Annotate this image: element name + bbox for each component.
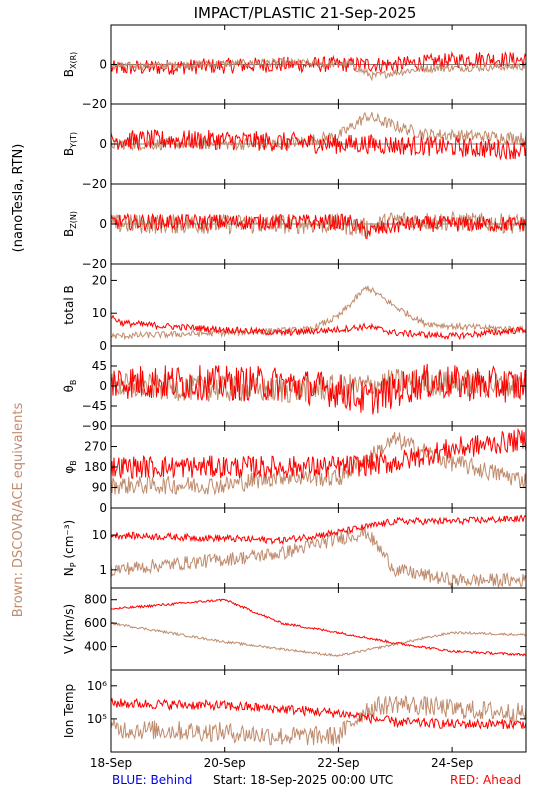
x-tick-label: 24-Sep: [431, 756, 473, 770]
series-bx-brown: [110, 57, 527, 82]
x-tick-label: 22-Sep: [317, 756, 359, 770]
footer-start-label: Start: 18-Sep-2025 00:00 UTC: [213, 773, 394, 787]
y-tick-label: −45: [82, 399, 107, 413]
panel-np: 10 1 NP (cm⁻³): [62, 507, 527, 589]
y-tick-label: 0: [99, 501, 107, 515]
series-bt-red: [110, 314, 527, 341]
panel-bz: 0 −20 BZ(N): [62, 183, 527, 271]
series-theta-brown: [110, 368, 527, 403]
y-axis-label: total B: [62, 285, 76, 325]
series-v-brown: [110, 621, 527, 658]
y-axis-label: Ion Temp: [62, 684, 76, 738]
units-label: (nanoTesla, RTN): [11, 144, 26, 253]
series-bz-red: [110, 212, 527, 240]
series-phi-brown: [110, 431, 527, 496]
footer-ahead-label: RED: Ahead: [450, 773, 522, 787]
y-tick-label: 45: [92, 359, 107, 373]
series-np-brown: [110, 525, 527, 589]
panel-theta: 45 0 −45 −90 θB: [62, 345, 527, 433]
y-tick-label: −20: [82, 97, 107, 111]
y-tick-label: 0: [99, 58, 107, 72]
y-tick-label: 90: [92, 481, 107, 495]
y-tick-label: 0: [99, 339, 107, 353]
y-tick-label: 10⁶: [87, 679, 107, 693]
panel-bx: 0 −20 BX(R): [62, 24, 527, 111]
y-axis-label: θB: [62, 380, 78, 393]
y-tick-label: −20: [82, 257, 107, 271]
series-temp-brown: [110, 694, 527, 746]
y-axis-label: BY(T): [62, 132, 78, 156]
x-axis: 18-Sep 20-Sep 22-Sep 24-Sep: [90, 756, 473, 770]
y-tick-label: 0: [99, 379, 107, 393]
series-theta-red: [110, 363, 527, 415]
y-tick-label: −20: [82, 177, 107, 191]
y-tick-label: 1: [99, 563, 107, 577]
series-by-brown: [110, 111, 527, 152]
y-tick-label: 10: [92, 528, 107, 542]
y-axis-label: V (km/s): [62, 604, 76, 654]
brown-legend-label: Brown: DSCOVR/ACE equivalents: [11, 403, 26, 618]
y-axis-label: NP (cm⁻³): [62, 520, 78, 576]
chart-title: IMPACT/PLASTIC 21-Sep-2025: [194, 4, 417, 22]
footer-behind-label: BLUE: Behind: [112, 773, 193, 787]
y-tick-label: 800: [84, 593, 107, 607]
panel-frame: [110, 669, 527, 753]
x-tick-label: 20-Sep: [204, 756, 246, 770]
x-tick-label: 18-Sep: [90, 756, 132, 770]
y-tick-label: 10: [92, 306, 107, 320]
y-tick-label: 180: [84, 460, 107, 474]
y-tick-label: 0: [99, 137, 107, 151]
panel-bt: 20 10 0 total B: [62, 263, 527, 353]
panel-temp: 10⁶ 10⁵ Ion Temp: [62, 669, 527, 753]
y-axis-label: BX(R): [62, 52, 78, 78]
y-tick-label: 10⁵: [87, 712, 107, 726]
y-tick-label: 270: [84, 440, 107, 454]
y-axis-label: BZ(N): [62, 211, 78, 237]
y-tick-label: −90: [82, 419, 107, 433]
series-v-red: [110, 598, 527, 657]
y-tick-label: 0: [99, 217, 107, 231]
series-bx-red: [110, 50, 527, 75]
series-phi-red: [110, 427, 527, 480]
series-np-red: [110, 514, 527, 546]
y-tick-label: 400: [84, 640, 107, 654]
series-by-red: [110, 129, 527, 161]
panel-by: 0 −20 BY(T): [62, 103, 527, 191]
y-axis-label: φB: [62, 460, 78, 473]
panel-phi: 270 180 90 0 φB: [62, 425, 527, 515]
series-temp-red: [110, 697, 527, 730]
y-tick-label: 20: [92, 273, 107, 287]
panel-v: 800 600 400 V (km/s): [62, 587, 527, 671]
y-tick-label: 600: [84, 616, 107, 630]
series-bt-brown: [110, 285, 527, 341]
